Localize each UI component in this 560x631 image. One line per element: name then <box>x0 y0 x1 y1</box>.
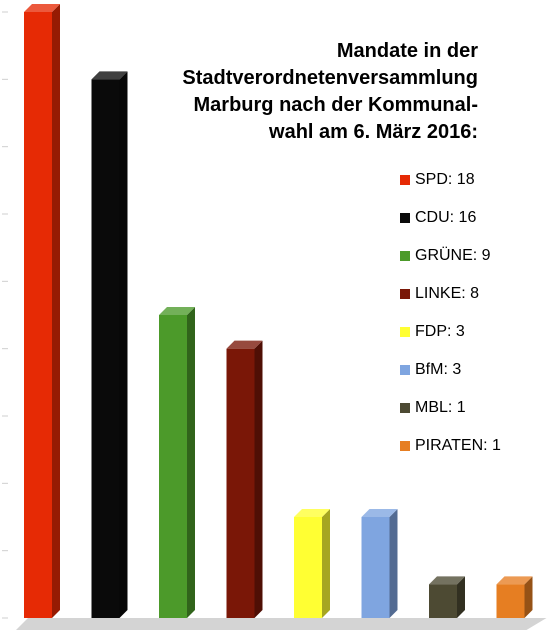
legend-label: LINKE: 8 <box>415 285 480 302</box>
bar-bfm <box>361 509 398 618</box>
legend-label: CDU: 16 <box>415 209 477 226</box>
legend-item: CDU: 16 <box>400 199 501 237</box>
legend-item: SPD: 18 <box>400 161 501 199</box>
legend-label: FDP: 3 <box>415 323 465 340</box>
legend: SPD: 18 CDU: 16 GRÜNE: 9 LINKE: 8 FDP: 3 BfM:… <box>400 161 501 465</box>
bar-spd <box>24 4 60 618</box>
legend-swatch <box>400 403 410 413</box>
bar-linke <box>226 340 263 618</box>
chart-title: Mandate in der Stadtverordnetenversammlu… <box>182 40 478 143</box>
legend-label: MBL: 1 <box>415 399 466 416</box>
legend-swatch <box>400 441 410 451</box>
bar-piraten <box>496 576 533 618</box>
legend-swatch <box>400 365 410 375</box>
legend-label: PIRATEN: 1 <box>415 437 501 454</box>
legend-swatch <box>400 175 410 185</box>
legend-swatch <box>400 213 410 223</box>
legend-item: BfM: 3 <box>400 351 501 389</box>
legend-swatch <box>400 327 410 337</box>
bar-grüne <box>159 307 195 618</box>
chart-floor <box>16 618 547 630</box>
bar-mbl <box>429 576 465 618</box>
legend-item: MBL: 1 <box>400 389 501 427</box>
legend-label: GRÜNE: 9 <box>415 247 491 264</box>
bar-fdp <box>294 509 330 618</box>
legend-item: FDP: 3 <box>400 313 501 351</box>
legend-item: GRÜNE: 9 <box>400 237 501 275</box>
bar-cdu <box>91 71 128 619</box>
legend-item: LINKE: 8 <box>400 275 501 313</box>
legend-swatch <box>400 289 410 299</box>
legend-label: SPD: 18 <box>415 171 475 188</box>
y-axis-ticks <box>2 11 8 619</box>
legend-label: BfM: 3 <box>415 361 462 378</box>
legend-swatch <box>400 251 410 261</box>
legend-item: PIRATEN: 1 <box>400 427 501 465</box>
